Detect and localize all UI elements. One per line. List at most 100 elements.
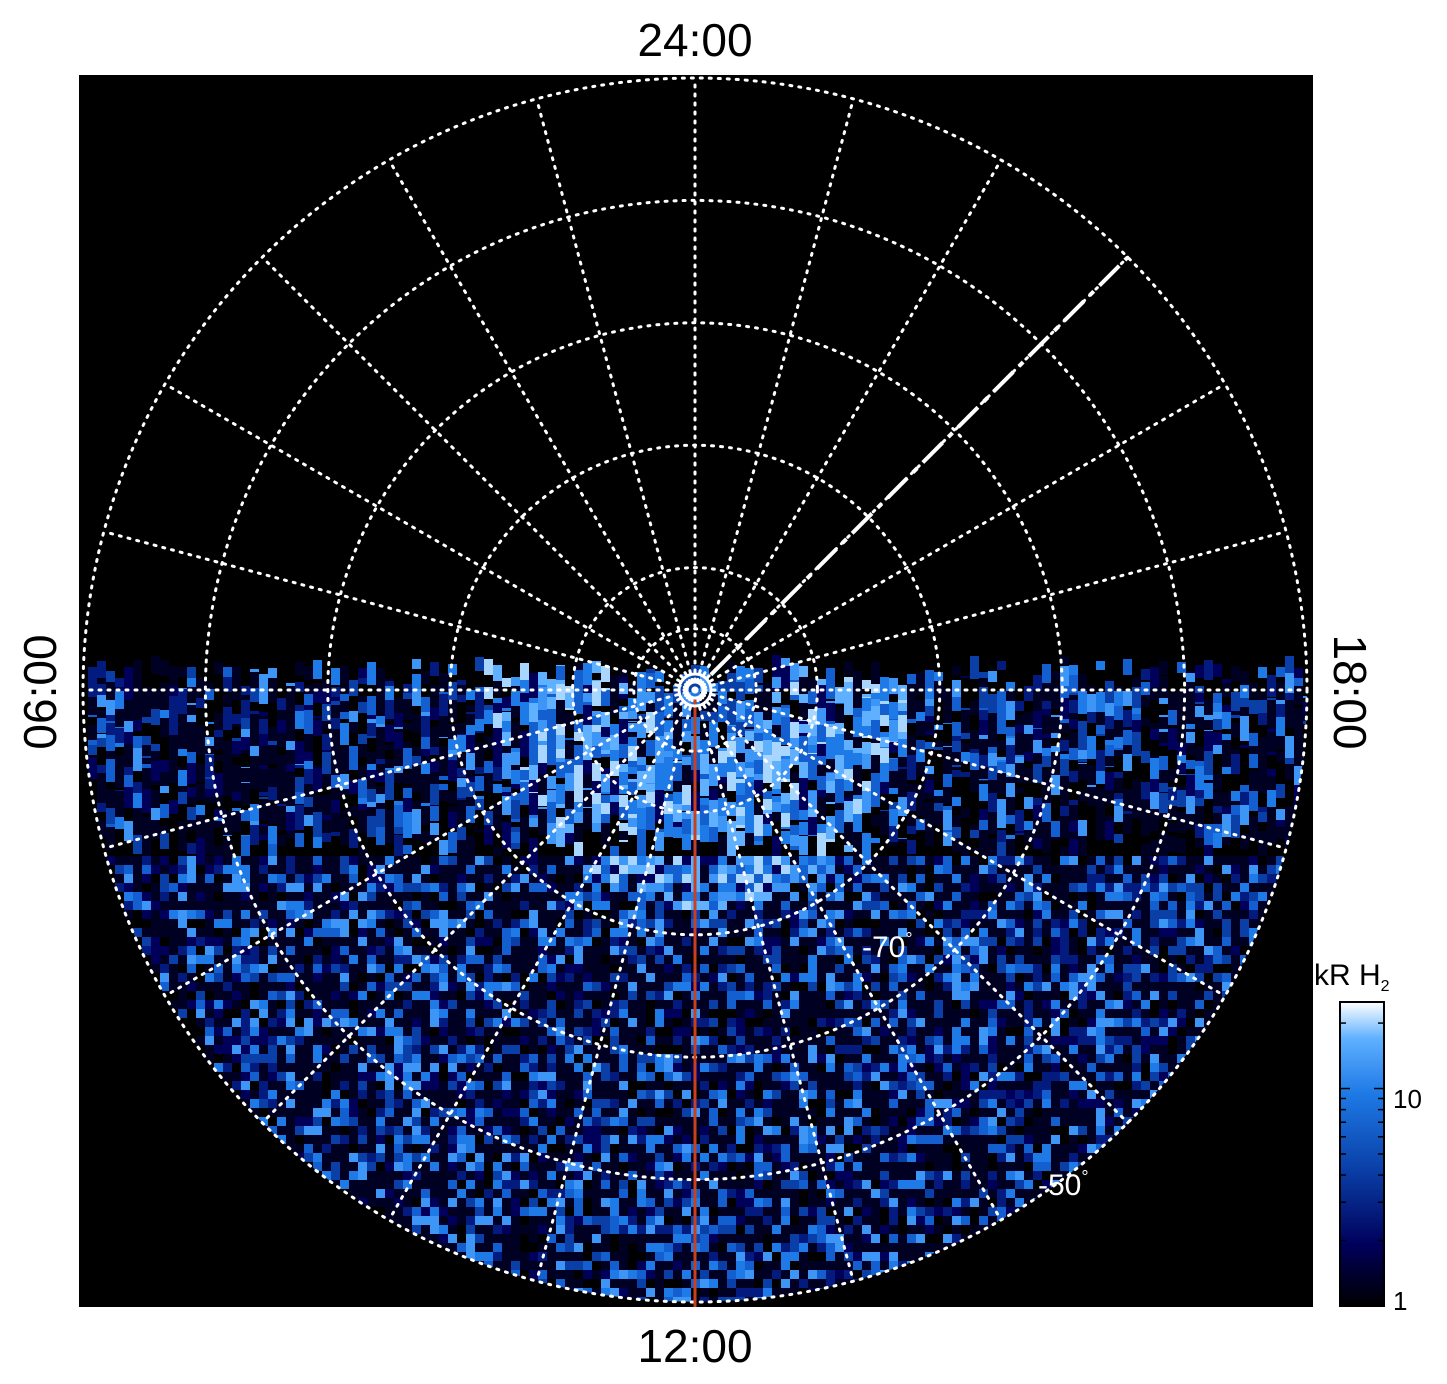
emission-cell — [664, 743, 673, 767]
emission-cell — [232, 741, 241, 754]
emission-cell — [412, 1036, 421, 1045]
emission-cell — [934, 865, 943, 874]
emission-cell — [682, 785, 691, 805]
emission-cell — [484, 892, 493, 901]
emission-cell — [979, 1027, 988, 1036]
emission-cell — [898, 1036, 907, 1045]
emission-cell — [1123, 874, 1132, 883]
emission-cell — [736, 1027, 745, 1036]
emission-cell — [421, 883, 430, 892]
emission-cell — [601, 901, 610, 910]
emission-cell — [1168, 728, 1177, 750]
emission-cell — [529, 901, 538, 910]
emission-cell — [1096, 788, 1105, 800]
emission-cell — [1114, 744, 1123, 757]
emission-cell — [997, 982, 1006, 991]
emission-cell — [1150, 928, 1159, 937]
emission-cell — [1024, 797, 1033, 818]
emission-cell — [286, 892, 295, 901]
emission-cell — [736, 955, 745, 964]
emission-cell — [1114, 865, 1123, 874]
emission-cell — [250, 756, 259, 767]
emission-cell — [1186, 1000, 1195, 1009]
emission-cell — [1168, 937, 1177, 946]
emission-cell — [943, 865, 952, 874]
emission-cell — [925, 1009, 934, 1018]
emission-cell — [331, 1027, 340, 1036]
emission-cell — [385, 964, 394, 973]
emission-cell — [997, 740, 1006, 750]
emission-cell — [916, 964, 925, 973]
emission-cell — [1078, 1000, 1087, 1009]
emission-cell — [1114, 1000, 1123, 1009]
emission-cell — [1204, 1000, 1213, 1009]
emission-cell — [511, 1036, 520, 1045]
emission-cell — [151, 955, 160, 964]
emission-cell — [637, 928, 646, 937]
emission-cell — [682, 946, 691, 955]
emission-cell — [745, 910, 754, 919]
emission-cell — [565, 809, 574, 824]
emission-cell — [1186, 1027, 1195, 1036]
emission-cell — [232, 928, 241, 937]
emission-cell — [1231, 865, 1240, 874]
emission-cell — [1060, 919, 1069, 928]
emission-cell — [259, 1018, 268, 1027]
emission-cell — [781, 964, 790, 973]
emission-cell — [862, 835, 871, 857]
emission-cell — [637, 728, 646, 738]
emission-cell — [394, 1036, 403, 1045]
emission-cell — [1132, 687, 1141, 710]
emission-cell — [835, 991, 844, 1000]
emission-cell — [115, 817, 124, 829]
emission-cell — [295, 1009, 304, 1018]
emission-cell — [592, 883, 601, 892]
emission-cell — [124, 892, 133, 901]
emission-cell — [133, 883, 142, 892]
emission-cell — [673, 1036, 682, 1045]
emission-cell — [304, 865, 313, 874]
emission-cell — [412, 955, 421, 964]
emission-cell — [394, 892, 403, 901]
emission-cell — [1267, 776, 1276, 796]
emission-cell — [421, 1027, 430, 1036]
emission-cell — [547, 928, 556, 937]
emission-cell — [988, 865, 997, 874]
emission-cell — [430, 729, 439, 747]
emission-cell — [430, 823, 439, 835]
emission-cell — [988, 901, 997, 910]
emission-cell — [1087, 1018, 1096, 1027]
emission-cell — [1096, 973, 1105, 982]
emission-cell — [952, 777, 961, 798]
emission-cell — [1051, 973, 1060, 982]
emission-cell — [826, 1036, 835, 1045]
emission-cell — [178, 928, 187, 937]
emission-cell — [340, 937, 349, 946]
emission-cell — [322, 919, 331, 928]
emission-cell — [205, 928, 214, 937]
emission-cell — [412, 973, 421, 982]
emission-cell — [268, 773, 277, 798]
emission-cell — [286, 1018, 295, 1027]
emission-cell — [574, 955, 583, 964]
emission-cell — [385, 874, 394, 883]
emission-cell — [1231, 780, 1240, 793]
emission-cell — [1033, 964, 1042, 973]
emission-cell — [1132, 991, 1141, 1000]
emission-cell — [223, 946, 232, 955]
emission-cell — [1006, 865, 1015, 874]
emission-cell — [736, 816, 745, 825]
emission-cell — [1051, 775, 1060, 795]
emission-cell — [700, 740, 709, 763]
emission-cell — [349, 829, 358, 848]
emission-cell — [1159, 892, 1168, 901]
emission-cell — [952, 697, 961, 711]
emission-cell — [1015, 919, 1024, 928]
emission-cell — [646, 991, 655, 1000]
emission-cell — [565, 919, 574, 928]
emission-cell — [925, 856, 934, 865]
emission-cell — [1186, 856, 1195, 865]
emission-cell — [673, 749, 682, 760]
emission-cell — [502, 964, 511, 973]
emission-cell — [484, 803, 493, 826]
